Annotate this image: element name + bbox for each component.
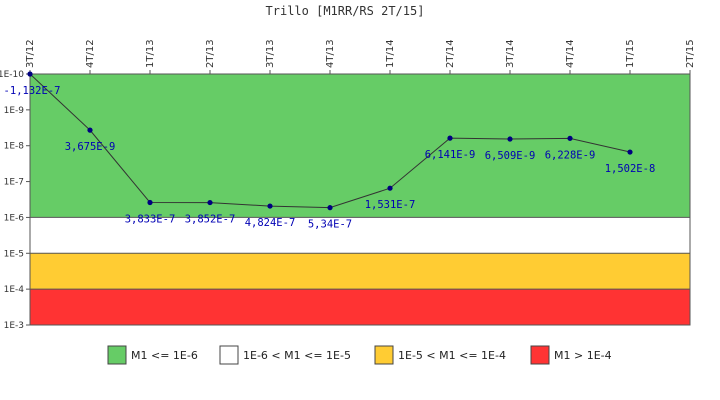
data-label: 1,502E-8 [605, 163, 656, 175]
legend-swatch [530, 345, 550, 365]
data-point [387, 185, 393, 191]
x-tick-label: 1T/15 [625, 39, 636, 68]
y-tick-label: 1E-6 [4, 213, 25, 223]
x-tick-label: 4T/12 [85, 39, 96, 68]
y-tick-label: 1E-9 [4, 106, 25, 116]
y-tick-label: 1E-8 [4, 142, 25, 152]
y-tick-label: 1E-7 [4, 178, 24, 188]
data-point [147, 199, 153, 206]
band-1 [30, 217, 690, 254]
y-axis: 1E-10 1E-9 1E-8 1E-7 1E-6 1E-5 1E-4 1E-3 [0, 70, 30, 331]
band-3 [30, 289, 690, 325]
data-label: 3,852E-7 [185, 214, 236, 226]
data-label: 5,34E-7 [308, 219, 352, 231]
band-2 [30, 253, 690, 290]
data-label: 4,824E-7 [245, 217, 296, 229]
y-tick-label: 1E-5 [4, 249, 24, 259]
data-point [567, 135, 573, 141]
x-tick-label: 4T/13 [325, 39, 336, 68]
data-point [87, 127, 93, 133]
band-0 [30, 74, 690, 218]
data-point [207, 199, 213, 206]
data-label: 6,141E-9 [425, 149, 476, 161]
data-point [447, 135, 453, 141]
legend-label: M1 <= 1E-6 [131, 349, 198, 362]
y-tick-label: 1E-4 [4, 285, 25, 295]
x-tick-label: 2T/13 [205, 39, 216, 68]
data-label: -1,132E-7 [4, 85, 61, 97]
legend-swatch [374, 345, 394, 365]
data-point [627, 149, 633, 155]
data-label: 3,833E-7 [125, 213, 176, 225]
series: -1,132E-7 3,675E-9 3,833E-7 3,852E-7 4,824E-… [4, 71, 656, 231]
data-point [507, 136, 513, 142]
x-tick-label: 1T/13 [145, 39, 156, 68]
y-tick-label: 1E-10 [0, 70, 24, 80]
data-label: 6,509E-9 [485, 150, 536, 162]
x-tick-label: 4T/14 [565, 39, 576, 68]
legend-label: 1E-6 < M1 <= 1E-5 [243, 349, 351, 362]
x-tick-label: 3T/14 [505, 39, 516, 68]
legend-swatch [107, 345, 127, 365]
data-label: 1,531E-7 [365, 199, 416, 211]
legend-label: 1E-5 < M1 <= 1E-4 [398, 349, 506, 362]
x-tick-label: 3T/12 [25, 39, 36, 68]
data-label: 6,228E-9 [545, 149, 596, 161]
y-tick-label: 1E-3 [4, 321, 24, 331]
data-label: 3,675E-9 [65, 141, 116, 153]
data-point [327, 205, 333, 211]
plot-border [29, 73, 691, 326]
x-tick-label: 3T/13 [265, 39, 276, 68]
legend-label: M1 > 1E-4 [554, 349, 612, 362]
x-tick-label: 2T/14 [445, 39, 456, 68]
legend-swatch [219, 345, 239, 365]
legend: M1 <= 1E-6 1E-6 < M1 <= 1E-5 1E-5 < M1 <= … [107, 345, 612, 365]
risk-bands [29, 73, 691, 326]
data-point [267, 203, 273, 209]
data-point [27, 71, 33, 77]
x-tick-label: 2T/15 [685, 39, 696, 68]
chart-title: Trillo [M1RR/RS 2T/15] [266, 4, 425, 18]
x-tick-label: 1T/14 [385, 39, 396, 68]
x-axis: 3T/12 4T/12 1T/13 2T/13 3T/13 4T/13 1T/14 2T/14… [25, 39, 696, 74]
